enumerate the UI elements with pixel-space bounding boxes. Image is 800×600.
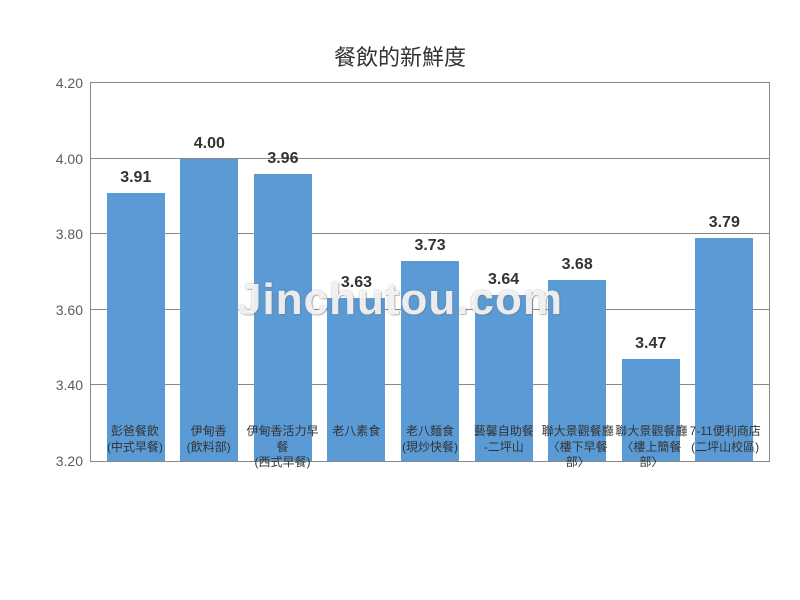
bar-group: 4.00 [173, 83, 247, 461]
x-label-line1: 聯大景觀餐廳 [542, 424, 614, 438]
bar-group: 3.79 [688, 83, 762, 461]
bar-value-label: 3.73 [414, 237, 445, 255]
x-label-line2: 〈樓下早餐部〉 [541, 440, 615, 471]
x-label-line2: (中式早餐) [98, 440, 172, 456]
bar-value-label: 3.64 [488, 271, 519, 289]
x-axis-labels: 彭爸餐飲 (中式早餐) 伊甸香 (飲料部)伊甸香活力早餐(西式早餐) 老八素食 老八麵食 (… [90, 418, 770, 471]
x-label-line2: (二坪山校區) [688, 440, 762, 456]
chart-title: 餐飲的新鮮度 [50, 40, 750, 72]
bar-group: 3.63 [320, 83, 394, 461]
bar: 4.00 [180, 159, 238, 461]
bar-value-label: 3.79 [709, 214, 740, 232]
x-label-line1: 彭爸餐飲 [111, 424, 159, 438]
x-label-line1: 老八素食 [332, 424, 380, 438]
bar-group: 3.91 [99, 83, 173, 461]
x-tick-label: 伊甸香 (飲料部) [172, 418, 246, 471]
x-label-line1: 藝馨自助餐 [474, 424, 534, 438]
bar-group: 3.47 [614, 83, 688, 461]
x-label-line1: 老八麵食 [406, 424, 454, 438]
x-tick-label: 聯大景觀餐廳〈樓下早餐部〉 [541, 418, 615, 471]
x-label-line1: 聯大景觀餐廳 [615, 424, 687, 438]
chart-container: 餐飲的新鮮度 3.20 3.40 3.60 3.80 4.00 4.20 3.91 4.00… [50, 40, 750, 550]
x-label-line2: 〈樓上簡餐部〉 [614, 440, 688, 471]
x-label-line2: (現炒快餐) [393, 440, 467, 456]
x-label-line2: -二坪山 [467, 440, 541, 456]
bar-value-label: 3.68 [562, 256, 593, 274]
bar-value-label: 4.00 [194, 135, 225, 153]
x-label-line1: 伊甸香 [191, 424, 227, 438]
y-tick-label: 3.40 [56, 377, 83, 393]
x-label-line1: 7-11便利商店 [690, 424, 761, 438]
x-tick-label: 7-11便利商店 (二坪山校區) [688, 418, 762, 471]
x-label-line1: 伊甸香活力早餐 [246, 424, 318, 454]
x-label-line2: (飲料部) [172, 440, 246, 456]
bar-value-label: 3.96 [267, 150, 298, 168]
bar-value-label: 3.47 [635, 335, 666, 353]
bar-group: 3.96 [246, 83, 320, 461]
x-tick-label: 聯大景觀餐廳〈樓上簡餐部〉 [614, 418, 688, 471]
bar-group: 3.73 [393, 83, 467, 461]
x-label-line2: (西式早餐) [246, 455, 320, 471]
x-tick-label: 彭爸餐飲 (中式早餐) [98, 418, 172, 471]
bar-value-label: 3.63 [341, 274, 372, 292]
y-tick-label: 3.80 [56, 226, 83, 242]
x-tick-label: 伊甸香活力早餐(西式早餐) [246, 418, 320, 471]
bar-value-label: 3.91 [120, 169, 151, 187]
x-tick-label: 藝馨自助餐 -二坪山 [467, 418, 541, 471]
y-tick-label: 4.00 [56, 151, 83, 167]
bars-area: 3.91 4.00 3.96 3.63 3.73 3.64 3.68 3.47 3.79 [91, 83, 769, 461]
y-tick-label: 3.60 [56, 302, 83, 318]
y-tick-label: 4.20 [56, 75, 83, 91]
x-tick-label: 老八素食 [319, 418, 393, 471]
y-tick-label: 3.20 [56, 453, 83, 469]
bar-group: 3.64 [467, 83, 541, 461]
bar-group: 3.68 [540, 83, 614, 461]
x-tick-label: 老八麵食 (現炒快餐) [393, 418, 467, 471]
plot-frame: 3.203.403.603.804.004.20 3.914.003.963.6… [90, 82, 770, 462]
